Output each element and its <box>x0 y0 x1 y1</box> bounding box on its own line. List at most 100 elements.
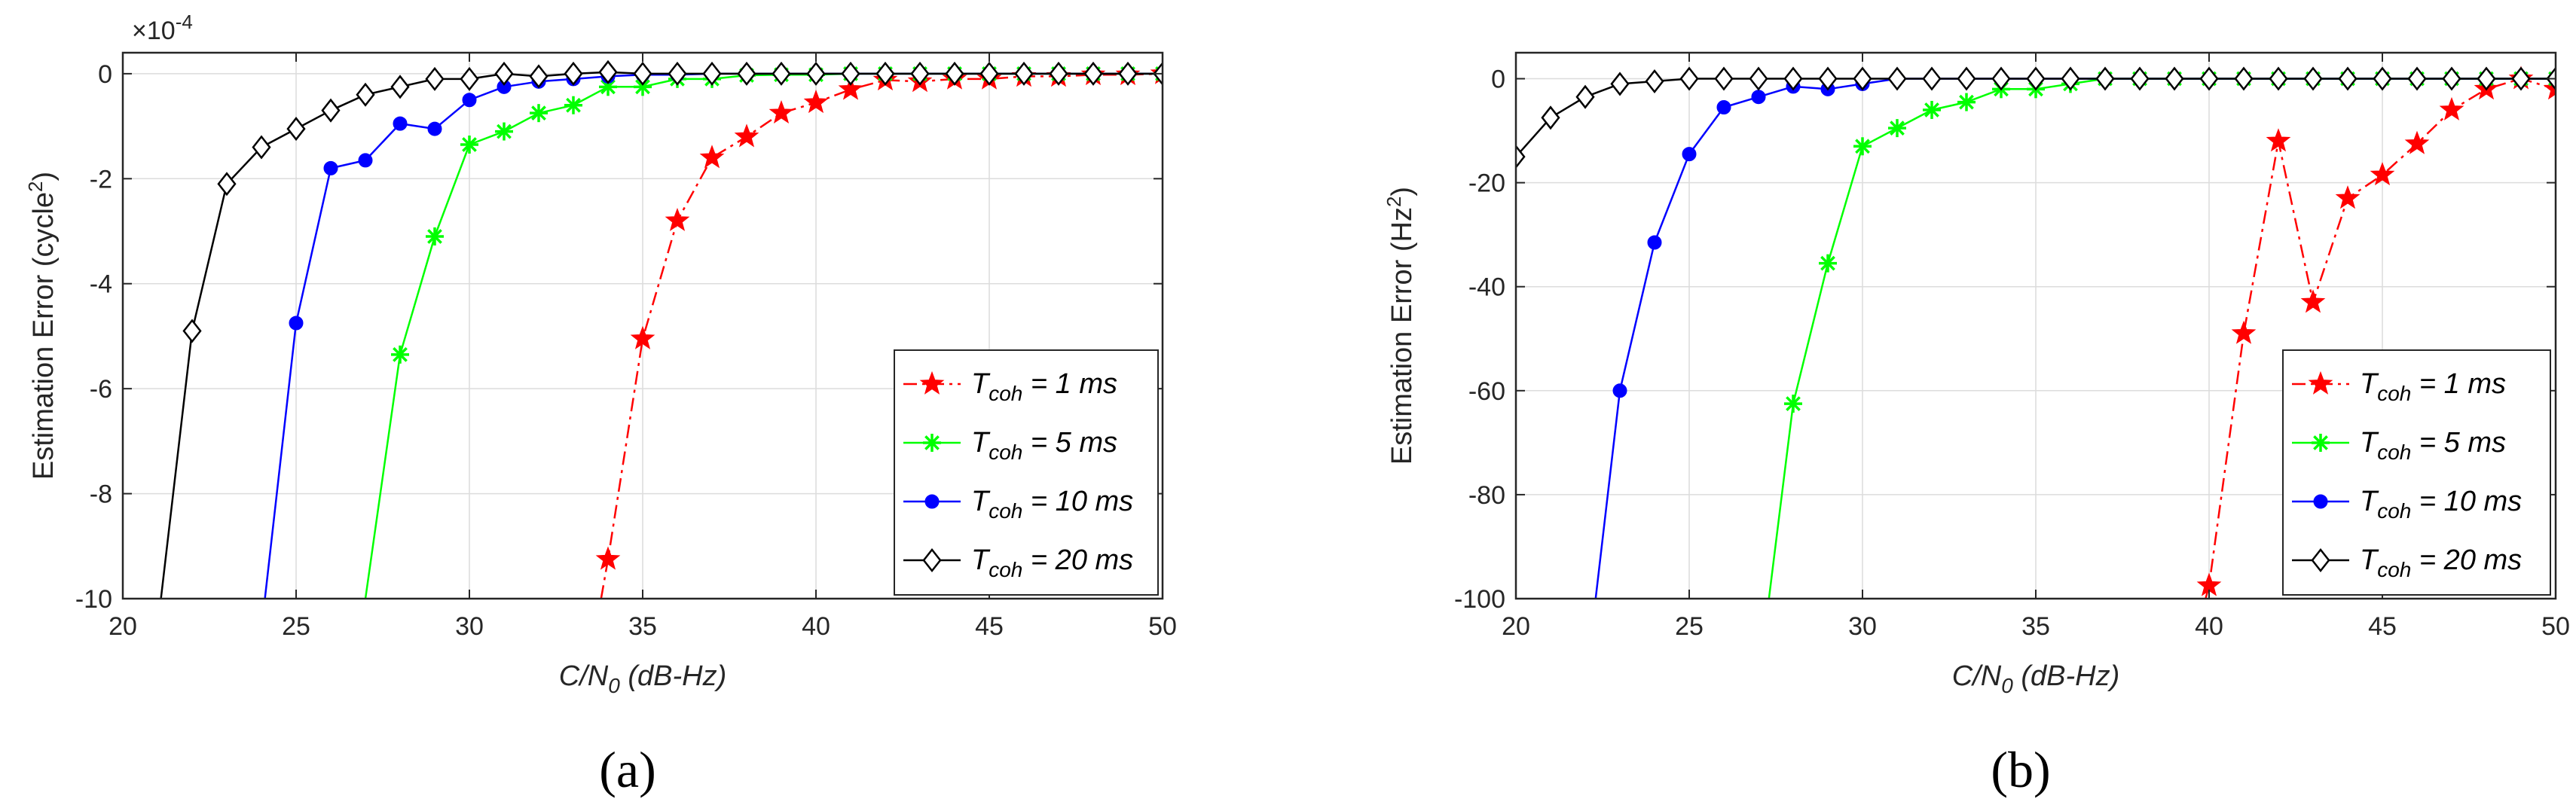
legend-entry-5ms: Tcoh = 5 ms <box>2292 427 2506 464</box>
legend-marker <box>924 494 940 509</box>
data-point-marker <box>1991 66 2011 91</box>
data-point-marker <box>2095 66 2115 91</box>
data-point-marker <box>356 82 375 107</box>
legend-entry-20ms: Tcoh = 20 ms <box>2292 544 2522 581</box>
data-point-marker <box>358 153 373 168</box>
series-line <box>2205 78 2556 599</box>
panel-b-y-axis-label: Estimation Error (Hz2) <box>1383 187 1418 465</box>
legend-label-sub: coh <box>2377 558 2411 581</box>
data-point-marker <box>945 61 964 86</box>
ylabel-rest: ) <box>28 172 60 181</box>
series-line <box>600 72 1163 599</box>
data-point-marker <box>1957 66 1976 91</box>
data-point-marker <box>393 116 408 131</box>
ylabel-sup: 2 <box>1383 197 1405 207</box>
legend-label-base: T <box>971 368 991 400</box>
data-point-marker <box>1575 84 1595 109</box>
panel-b-series <box>1516 66 2556 599</box>
data-point-marker <box>1682 147 1697 162</box>
data-point-marker <box>2338 66 2358 91</box>
legend-entry-20ms: Tcoh = 20 ms <box>903 544 1133 581</box>
legend-marker <box>2311 547 2330 573</box>
panel-b-legend-box <box>2282 349 2551 596</box>
data-point-marker <box>495 122 513 141</box>
panel-a-label: (a) <box>599 741 655 798</box>
legend-label-base: T <box>2360 368 2379 400</box>
legend-symbol <box>2292 370 2349 395</box>
data-point-marker <box>321 98 341 123</box>
data-point-marker <box>2269 66 2288 91</box>
y-multiplier-exponent: -4 <box>176 11 193 33</box>
legend-symbol <box>2292 494 2349 509</box>
ylabel-rest: ) <box>1386 187 1418 197</box>
data-point-marker <box>2061 66 2080 91</box>
data-point-marker <box>1957 93 1976 111</box>
data-point-marker <box>460 66 479 91</box>
data-point-marker <box>838 76 863 100</box>
legend-label-base: T <box>2360 486 2379 517</box>
legend-label-sub: coh <box>989 499 1022 523</box>
data-point-marker <box>2407 66 2427 91</box>
legend-label-base: T <box>971 544 991 576</box>
legend-label-base: T <box>971 486 991 517</box>
data-point-marker <box>1610 72 1630 96</box>
data-point-marker <box>1819 254 1837 273</box>
legend-label-rest: = 20 ms <box>1022 544 1133 576</box>
legend-label-rest: = 10 ms <box>1022 486 1133 517</box>
legend-entry-10ms: Tcoh = 10 ms <box>2292 486 2522 523</box>
panel-a-ticks: 20 25 30 35 40 45 50 -10 -8 -6 -4 -2 0 <box>75 53 1177 641</box>
data-point-marker <box>2477 66 2496 91</box>
x-tick-label: 40 <box>2195 612 2223 641</box>
ylabel-base: Estimation Error (cycle <box>28 192 60 480</box>
x-tick-label: 45 <box>975 612 1004 641</box>
data-point-marker <box>2370 162 2395 186</box>
data-point-marker <box>1853 137 1872 156</box>
y-tick-label: 0 <box>1491 66 1505 94</box>
panel-b-x-axis-label: C/N0 (dB-Hz) <box>1952 660 2119 697</box>
x-tick-label: 50 <box>2541 612 2570 641</box>
legend-label-base: T <box>971 427 991 459</box>
series-tcoh-20-ms <box>1516 66 2556 169</box>
data-point-marker <box>734 123 759 148</box>
data-point-marker <box>1784 395 1802 413</box>
legend-label-sub: coh <box>2377 382 2411 405</box>
legend-symbol <box>903 370 961 395</box>
panel-a-y-multiplier-base: ×10-4 <box>132 11 193 45</box>
data-point-marker <box>1118 61 1138 86</box>
y-tick-label: -6 <box>90 375 112 404</box>
y-tick-label: -10 <box>75 585 112 614</box>
panel-a: 20 25 30 35 40 45 50-10-8-6-4-20 ×10-4 C/N0 (d… <box>24 11 1177 798</box>
data-point-marker <box>1888 119 1906 138</box>
xlabel-sub: 0 <box>608 674 620 697</box>
data-point-marker <box>1922 66 1942 91</box>
data-point-marker <box>564 61 583 86</box>
data-point-marker <box>806 61 826 86</box>
x-tick-label: 35 <box>2021 612 2050 641</box>
data-point-marker <box>702 61 722 86</box>
legend-symbol <box>903 547 961 573</box>
legend-symbol <box>903 494 961 509</box>
data-point-marker <box>323 160 338 175</box>
data-point-marker <box>1749 66 1768 91</box>
legend-label: Tcoh = 20 ms <box>2360 544 2522 581</box>
xlabel-sub: 0 <box>2001 674 2013 697</box>
data-point-marker <box>494 61 514 86</box>
data-point-marker <box>427 121 442 136</box>
x-tick-label: 20 <box>108 612 137 641</box>
legend-label-sub: coh <box>989 558 1022 581</box>
legend-label-rest: = 5 ms <box>2411 427 2506 459</box>
data-point-marker <box>182 319 202 343</box>
data-point-marker <box>217 172 237 197</box>
data-point-marker <box>1751 90 1766 105</box>
data-point-marker <box>1612 383 1627 398</box>
legend-label-rest: = 20 ms <box>2411 544 2522 576</box>
data-point-marker <box>2300 289 2326 313</box>
x-tick-label: 25 <box>1675 612 1704 641</box>
legend-marker <box>2308 370 2333 395</box>
x-tick-label: 45 <box>2368 612 2397 641</box>
data-point-marker <box>665 207 690 231</box>
y-tick-label: -8 <box>90 480 112 509</box>
panel-b: 20 25 30 35 40 45 50-100-80-60-40-200 C/N0 (dB… <box>1383 51 2570 798</box>
